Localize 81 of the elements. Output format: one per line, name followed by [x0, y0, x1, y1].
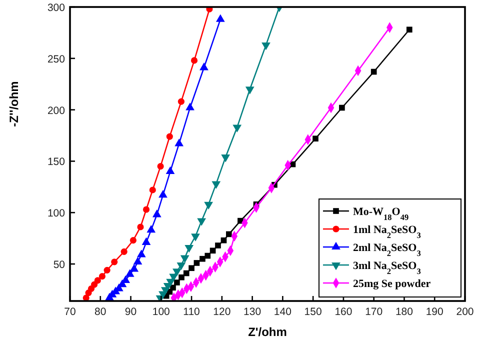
point [142, 206, 150, 213]
point [200, 62, 208, 70]
point [221, 154, 230, 162]
x-axis-title: Z'/ohm [248, 325, 287, 339]
point [188, 265, 194, 272]
legend-label: Mo-W$_{18}$O$_{49}$ [353, 206, 409, 222]
point [191, 234, 200, 242]
point [152, 210, 162, 218]
point [178, 274, 184, 280]
point [98, 273, 106, 280]
point [158, 190, 168, 198]
point [226, 231, 232, 238]
point [149, 186, 156, 194]
x-tick-label: 140 [274, 306, 292, 318]
point [172, 268, 182, 276]
point [142, 237, 151, 245]
point [157, 163, 164, 170]
point [262, 42, 270, 50]
point [245, 86, 254, 94]
x-tick-label: 160 [334, 306, 352, 318]
point [312, 136, 318, 142]
x-tick-label: 190 [426, 306, 444, 318]
point [146, 224, 156, 233]
x-tick-label: 180 [395, 306, 414, 318]
y-tick-label: 100 [47, 208, 66, 220]
x-tick-label: 150 [304, 306, 322, 318]
point [215, 242, 221, 248]
point [232, 124, 242, 132]
point [176, 262, 186, 270]
point [210, 248, 216, 254]
point [212, 181, 221, 189]
y-tick-label: 200 [47, 104, 66, 117]
point [170, 284, 176, 291]
point [166, 166, 175, 174]
point [111, 258, 118, 266]
point [197, 218, 206, 226]
legend-label: 3ml Na$_{2}$SeSO$_{3}$ [353, 260, 421, 276]
point [370, 68, 377, 75]
point [130, 237, 136, 244]
point [339, 104, 345, 111]
point [204, 252, 211, 259]
y-axis-title: -Z''/ohm [7, 81, 21, 127]
x-tick-label: 130 [244, 306, 262, 318]
point [183, 270, 190, 276]
point [137, 224, 144, 230]
x-tick-label: 120 [213, 306, 231, 318]
y-tick-label: 300 [47, 2, 66, 14]
point [406, 26, 412, 33]
point [190, 57, 198, 64]
x-tick-label: 170 [365, 306, 383, 318]
point [133, 256, 142, 264]
point [200, 256, 206, 262]
point [174, 138, 184, 146]
y-tick-label: 50 [53, 258, 66, 271]
point [194, 260, 200, 266]
x-tick-label: 200 [456, 306, 474, 318]
legend-label: 1ml Na$_{2}$SeSO$_{3}$ [353, 224, 421, 240]
point [94, 277, 101, 284]
x-tick-label: 70 [64, 306, 76, 318]
point [130, 264, 139, 272]
x-tick-label: 90 [124, 306, 137, 318]
point [125, 269, 134, 277]
y-tick-label: 150 [47, 156, 66, 168]
y-tick-label: 250 [47, 53, 66, 66]
point [120, 248, 128, 255]
legend-label: 2ml Na$_{2}$SeSO$_{3}$ [353, 242, 421, 258]
legend-label: 25mg Se powder [353, 278, 431, 290]
x-tick-label: 80 [94, 306, 106, 318]
point [166, 133, 173, 140]
point [104, 266, 110, 274]
point [204, 202, 213, 210]
point [184, 244, 194, 253]
x-tick-label: 100 [152, 306, 170, 318]
point [216, 14, 225, 22]
point [174, 280, 180, 286]
point [220, 237, 227, 244]
point [186, 102, 194, 110]
point [136, 250, 146, 258]
point [180, 255, 190, 263]
point [178, 98, 184, 105]
x-tick-label: 110 [183, 306, 200, 318]
